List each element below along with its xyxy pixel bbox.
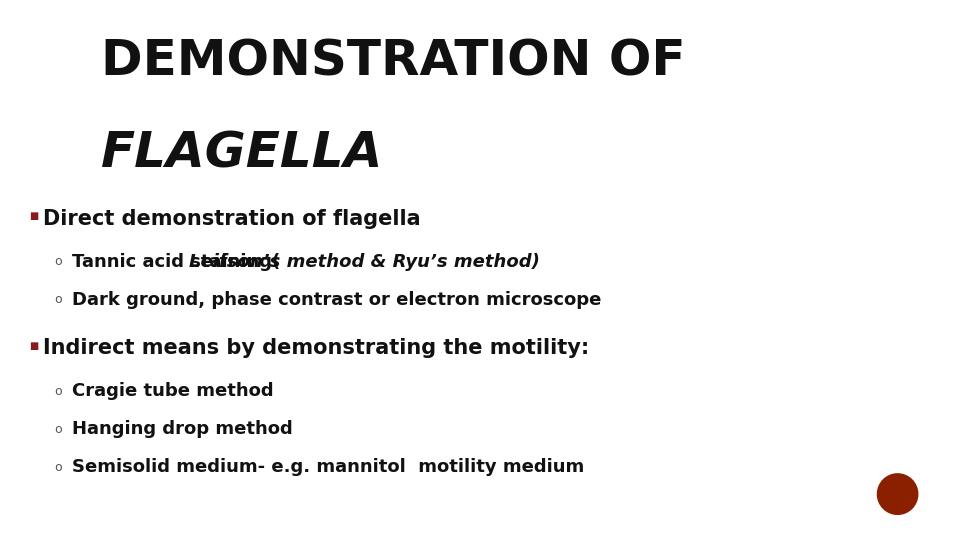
Text: Direct demonstration of flagella: Direct demonstration of flagella [43,208,420,229]
Text: Hanging drop method: Hanging drop method [72,420,293,438]
Text: Cragie tube method: Cragie tube method [72,382,274,401]
Text: FLAGELLA: FLAGELLA [101,130,383,178]
Text: Indirect means by demonstrating the motility:: Indirect means by demonstrating the moti… [43,338,589,359]
Text: Tannic acid staining(: Tannic acid staining( [72,253,280,271]
Text: ■: ■ [29,211,38,221]
Text: o: o [55,255,62,268]
Text: o: o [55,293,62,306]
Text: Dark ground, phase contrast or electron microscope: Dark ground, phase contrast or electron … [72,291,601,309]
Text: o: o [55,423,62,436]
Text: ■: ■ [29,341,38,350]
Text: Semisolid medium- e.g. mannitol  motility medium: Semisolid medium- e.g. mannitol motility… [72,458,585,476]
Text: DEMONSTRATION OF: DEMONSTRATION OF [101,38,685,86]
Text: o: o [55,461,62,474]
Text: o: o [55,385,62,398]
Text: Leifson’s method & Ryu’s method): Leifson’s method & Ryu’s method) [189,253,540,271]
